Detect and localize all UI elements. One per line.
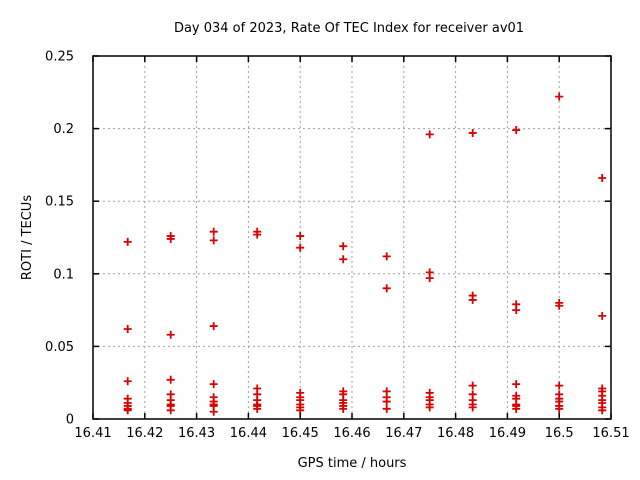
data-point-marker (512, 380, 521, 389)
y-tick-label: 0.05 (45, 340, 74, 355)
y-tick-label: 0.1 (53, 267, 74, 282)
data-point-marker (468, 295, 477, 304)
y-tick-label: 0.15 (45, 195, 74, 210)
data-point-marker (123, 406, 132, 415)
chart-title: Day 034 of 2023, Rate Of TEC Index for r… (174, 21, 524, 36)
data-point-marker (512, 404, 521, 413)
x-tick-label: 16.45 (282, 426, 319, 441)
data-point-marker (598, 406, 607, 415)
data-point-marker (253, 230, 262, 239)
data-point-marker (425, 274, 434, 283)
data-point-marker (598, 311, 607, 320)
data-point-marker (296, 232, 305, 241)
data-point-marker (382, 397, 391, 406)
data-point-marker (598, 173, 607, 182)
y-tick-label: 0.25 (45, 50, 74, 65)
x-tick-label: 16.41 (74, 426, 111, 441)
data-point-marker (555, 404, 564, 413)
y-tick-labels: 0 0.05 0.1 0.15 0.2 0.25 (45, 50, 74, 428)
x-axis-label: GPS time / hours (298, 456, 407, 471)
data-point-marker (123, 237, 132, 246)
data-point-marker (253, 404, 262, 413)
x-tick-label: 16.43 (178, 426, 215, 441)
data-point-marker (296, 406, 305, 415)
x-tick-label: 16.47 (385, 426, 422, 441)
data-point-marker (339, 242, 348, 251)
data-point-marker (166, 406, 175, 415)
data-point-marker (209, 227, 218, 236)
data-point-marker (209, 236, 218, 245)
gridlines (93, 56, 611, 419)
data-point-marker (296, 243, 305, 252)
data-point-marker (166, 234, 175, 243)
data-point-marker (555, 92, 564, 101)
data-point-marker (555, 301, 564, 310)
data-point-marker (425, 130, 434, 139)
data-point-marker (425, 403, 434, 412)
data-point-marker (339, 404, 348, 413)
x-tick-label: 16.46 (333, 426, 370, 441)
data-point-marker (382, 252, 391, 261)
x-tick-label: 16.5 (545, 426, 574, 441)
data-point-marker (123, 377, 132, 386)
data-point-marker (166, 375, 175, 384)
data-point-marker (555, 381, 564, 390)
data-point-marker (209, 407, 218, 416)
axis-ticks (92, 55, 612, 420)
x-tick-label: 16.49 (489, 426, 526, 441)
y-axis-label: ROTI / TECUs (20, 195, 35, 280)
data-point-marker (382, 404, 391, 413)
x-tick-labels: 16.41 16.42 16.43 16.44 16.45 16.46 16.47 16.48… (74, 426, 629, 441)
y-tick-label: 0 (66, 413, 74, 428)
x-tick-label: 16.42 (126, 426, 163, 441)
data-point-marker (209, 322, 218, 331)
data-point-marker (209, 380, 218, 389)
data-point-marker (512, 306, 521, 315)
y-tick-label: 0.2 (53, 122, 74, 137)
x-tick-label: 16.51 (592, 426, 629, 441)
data-point-marker (512, 126, 521, 135)
data-point-marker (166, 330, 175, 339)
data-points (123, 92, 607, 416)
data-point-marker (339, 255, 348, 264)
x-tick-label: 16.48 (437, 426, 474, 441)
data-point-marker (382, 284, 391, 293)
x-tick-label: 16.44 (230, 426, 267, 441)
data-point-marker (123, 324, 132, 333)
data-point-marker (468, 128, 477, 137)
data-point-marker (468, 381, 477, 390)
data-point-marker (468, 403, 477, 412)
